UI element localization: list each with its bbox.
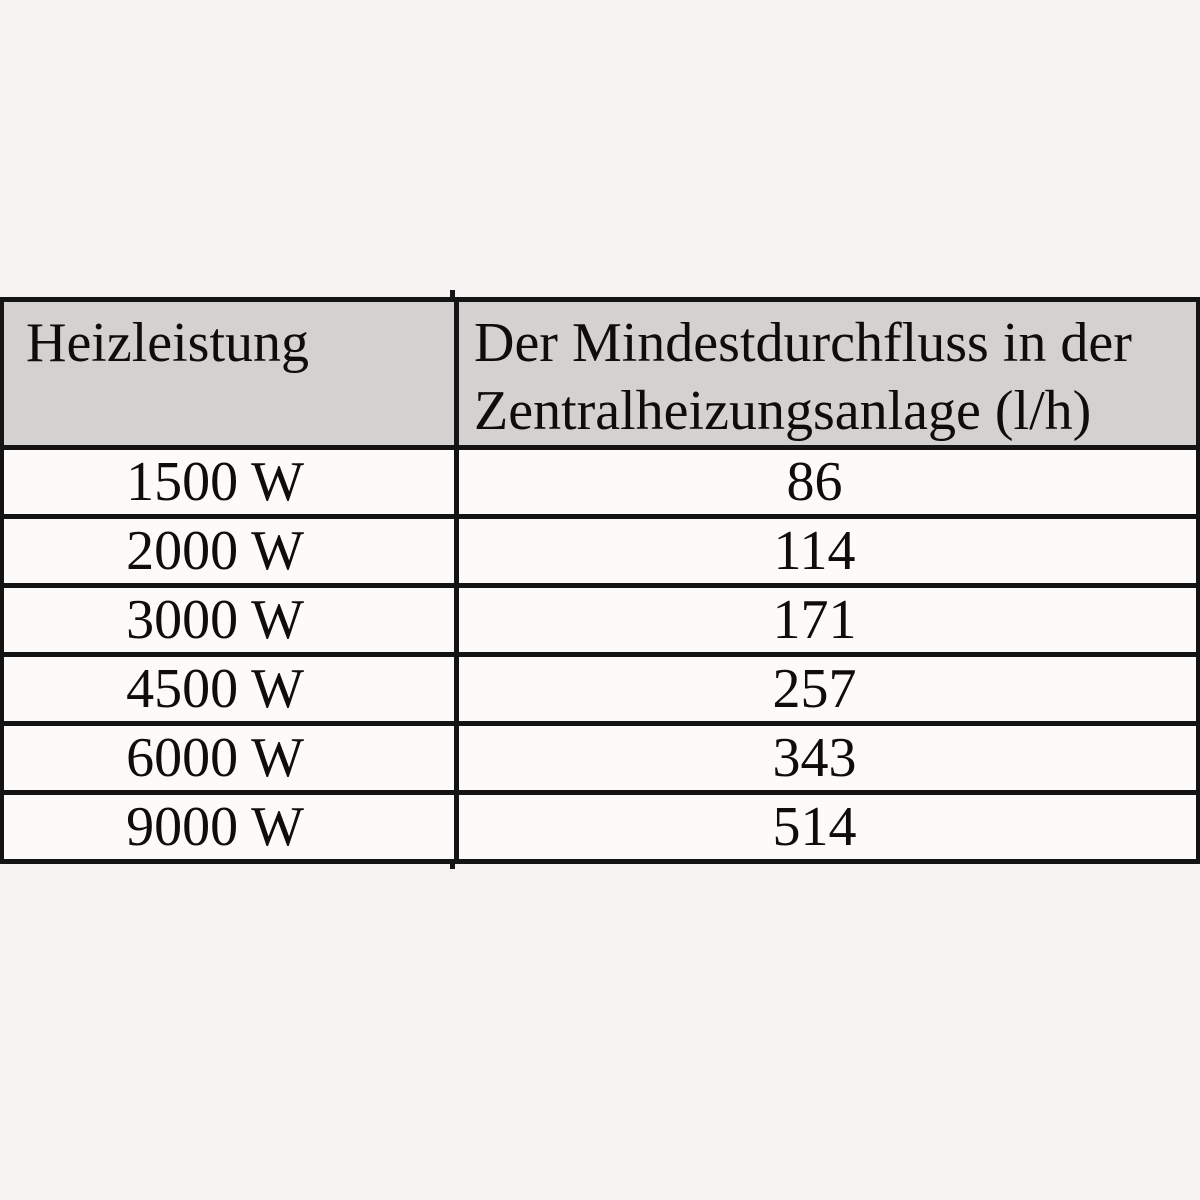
flow-cell: 171 xyxy=(772,589,857,651)
power-cell: 1500 W xyxy=(4,450,459,514)
flow-cell: 86 xyxy=(786,451,843,513)
flow-cell: 514 xyxy=(772,796,857,858)
power-cell: 3000 W xyxy=(4,588,459,652)
power-cell: 2000 W xyxy=(4,519,459,583)
heating-spec-table: Heizleistung Der Mindestdurchfluss in de… xyxy=(0,297,1200,864)
header-cell-mindestdurchfluss: Der Mindestdurchfluss in der Zentralheiz… xyxy=(474,312,1132,442)
table-row: 2000 W 114 xyxy=(4,519,1196,588)
table-row: 6000 W 343 xyxy=(4,726,1196,795)
table-header-row: Heizleistung Der Mindestdurchfluss in de… xyxy=(4,302,1196,450)
power-cell: 9000 W xyxy=(4,795,459,859)
flow-cell: 257 xyxy=(772,658,857,720)
table-row: 3000 W 171 xyxy=(4,588,1196,657)
table-row: 9000 W 514 xyxy=(4,795,1196,864)
table-row: 4500 W 257 xyxy=(4,657,1196,726)
header-cell-heizleistung: Heizleistung xyxy=(4,302,459,445)
power-cell: 4500 W xyxy=(4,657,459,721)
power-cell: 6000 W xyxy=(4,726,459,790)
column-divider-stub-bottom xyxy=(450,861,455,869)
flow-cell: 343 xyxy=(772,727,857,789)
table-row: 1500 W 86 xyxy=(4,450,1196,519)
flow-cell: 114 xyxy=(773,520,856,582)
column-divider-stub-top xyxy=(450,290,455,297)
